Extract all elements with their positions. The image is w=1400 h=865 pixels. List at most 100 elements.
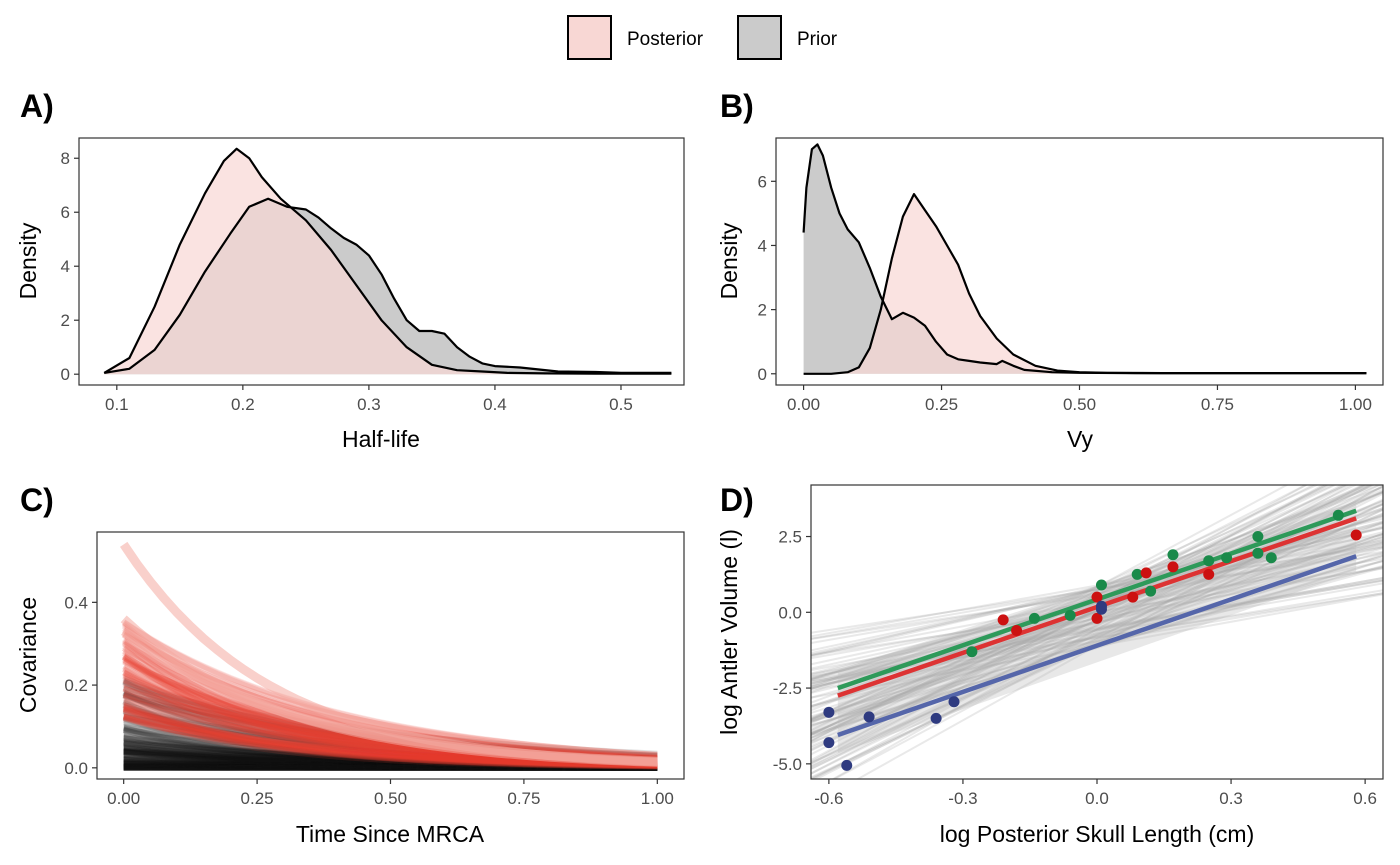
- panel-c-prior-curve: [123, 749, 658, 770]
- panel-c-prior-curve: [123, 748, 658, 770]
- panel-c-prior-curve: [123, 744, 658, 769]
- panel-a-axes: 0.1 0.2 0.3 0.4 0.5 0 2 4 6 8: [61, 149, 633, 414]
- panel-b-density-outline-prior: [802, 143, 1367, 375]
- panel-c-posterior-curve: [122, 709, 658, 769]
- panel-c-prior-curve: [123, 755, 658, 771]
- panel-c-prior-curve: [123, 753, 658, 769]
- panel-c-prior-curve: [123, 747, 658, 769]
- panel-c-prior-curve: [123, 759, 658, 771]
- panel-c-posterior-curve: [122, 620, 658, 759]
- panel-d-point-green: [1332, 509, 1344, 521]
- panel-d-posterior-line: [811, 554, 1383, 727]
- panel-c-axes: 0.00 0.25 0.50 0.75 1.00 0.0 0.2 0.4: [64, 593, 674, 808]
- panel-d-point-blue: [930, 712, 942, 724]
- panel-c-prior-curve: [123, 741, 658, 769]
- panel-c-prior-curve: [123, 759, 658, 771]
- panel-c-prior-curve: [123, 734, 658, 769]
- panel-c-x-title: Time Since MRCA: [296, 821, 485, 847]
- panel-d-y-tick-label: -5.0: [773, 755, 802, 774]
- panel-d-point-green: [1167, 549, 1179, 561]
- panel-d-point-blue: [823, 706, 835, 718]
- panel-b-tag: B): [720, 88, 754, 124]
- panel-c-prior-curve: [123, 727, 658, 769]
- panel-c-posterior-curve: [122, 702, 658, 769]
- panel-d-point-green: [1095, 579, 1107, 591]
- panel-c-prior-curve: [122, 708, 658, 770]
- panel-c-prior-curve: [123, 763, 658, 771]
- panel-c-x-tick-label: 0.25: [241, 789, 274, 808]
- panel-a-x-tick-label: 0.5: [609, 395, 633, 414]
- panel-c-prior-curve: [123, 747, 658, 768]
- panel-d-posterior-line: [811, 540, 1383, 666]
- panel-c-prior-curve: [123, 761, 658, 771]
- panel-c-prior-curve: [123, 726, 658, 768]
- panel-b-x-title: Vy: [1067, 426, 1093, 452]
- panel-a-y-title: Density: [15, 222, 41, 299]
- panel-c-prior-curve: [123, 757, 658, 770]
- panel-d-posterior-line: [811, 521, 1383, 658]
- panel-c-prior-curve: [123, 738, 658, 769]
- panel-c-prior-curve: [123, 762, 658, 771]
- panel-b-x-tick-label: 0.50: [1063, 395, 1096, 414]
- panel-c-x-tick-label: 0.75: [507, 789, 540, 808]
- panel-d-posterior-line: [811, 541, 1383, 720]
- panel-c-prior-curve: [123, 725, 658, 770]
- panel-d-x-tick-label: -0.3: [948, 789, 977, 808]
- panel-d-point-blue: [1095, 600, 1107, 612]
- panel-c-prior-curve: [123, 745, 658, 769]
- panel-c-prior-curve: [123, 763, 658, 771]
- panel-c-prior-curve: [123, 759, 658, 771]
- panel-c-prior-curve: [123, 738, 658, 769]
- panel-c-posterior-curve: [122, 705, 658, 768]
- panel-c-prior-curve: [123, 759, 658, 770]
- panel-d-posterior-line: [811, 502, 1383, 768]
- panel-c-prior-curve: [123, 749, 658, 771]
- panel-c-prior-curve: [123, 761, 658, 771]
- panel-d-posterior-line: [811, 539, 1383, 640]
- panel-d-posterior-line: [811, 579, 1383, 678]
- panel-c-prior-curve: [123, 745, 658, 770]
- panel-c-prior-curve: [122, 726, 658, 770]
- panel-d-posterior-line: [811, 545, 1383, 634]
- panel-c-prior-curve: [123, 735, 658, 769]
- panel-c-posterior-curve: [122, 619, 658, 758]
- panel-c-prior-curve: [122, 725, 658, 770]
- panel-a: 0.1 0.2 0.3 0.4 0.5 0 2 4 6 8 A) Half-life Densit…: [15, 88, 685, 452]
- panel-c-prior-curve: [123, 746, 658, 770]
- panel-c-prior-curve: [123, 747, 658, 770]
- panel-c-prior-curve: [123, 740, 658, 770]
- panel-a-x-title: Half-life: [342, 426, 420, 452]
- panel-d-posterior-line: [811, 526, 1383, 655]
- panel-d-point-blue: [948, 696, 960, 708]
- panel-c-posterior-curve: [122, 713, 658, 769]
- panel-c-prior-curve: [123, 763, 658, 771]
- panel-c-prior-curve: [123, 740, 658, 768]
- panel-c-prior-curve: [123, 762, 658, 771]
- panel-d-posterior-line: [811, 503, 1383, 779]
- panel-c-posterior-curve: [122, 713, 658, 770]
- panel-d-x-tick-label: 0.6: [1353, 789, 1377, 808]
- panel-c-prior-curve: [123, 761, 658, 771]
- panel-c-posterior-curve: [122, 702, 658, 770]
- panel-c-posterior-curve: [122, 692, 658, 769]
- panel-d-x-tick-label: -0.6: [814, 789, 843, 808]
- panel-d-posterior-line: [811, 535, 1383, 744]
- panel-c-prior-curve: [123, 751, 658, 771]
- panel-c-prior-curve: [123, 760, 658, 771]
- panel-c-posterior-curve: [122, 700, 658, 769]
- panel-d-point-green: [1203, 555, 1215, 567]
- panel-c-prior-curve: [123, 759, 658, 771]
- panel-d-point-green: [1028, 612, 1040, 624]
- panel-c-prior-curve: [122, 699, 658, 770]
- panel-b-density-posterior: [803, 194, 1367, 374]
- panel-c-posterior-curve: [122, 706, 658, 768]
- panel-c-prior-curve: [123, 733, 658, 769]
- panel-b: 0.00 0.25 0.50 0.75 1.00 0 2 4 6 B) Vy Density: [716, 88, 1384, 452]
- panel-c-prior-curve: [123, 738, 658, 771]
- panel-a-x-tick-label: 0.4: [483, 395, 507, 414]
- panel-d-x-tick-label: 0.0: [1085, 789, 1109, 808]
- panel-c-prior-curve: [123, 756, 658, 771]
- panel-c-prior-curve: [122, 715, 658, 770]
- panel-c-x-tick-label: 0.00: [107, 789, 140, 808]
- legend-label-posterior: Posterior: [627, 29, 704, 50]
